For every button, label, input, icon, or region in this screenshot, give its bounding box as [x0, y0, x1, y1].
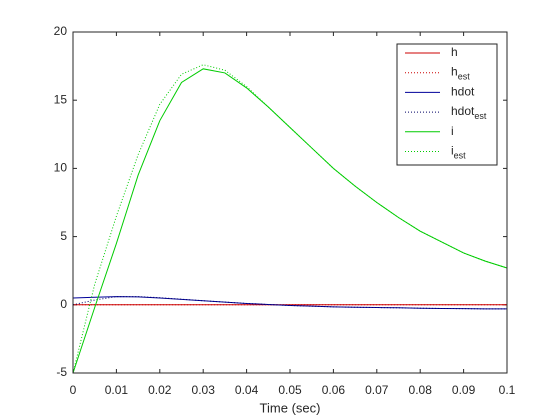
series-line	[72, 64, 508, 374]
legend-name: hdot	[451, 104, 475, 118]
y-tick-label: 0	[60, 297, 67, 311]
legend-name: i	[451, 144, 454, 158]
series-line	[72, 68, 508, 374]
x-tick-label: 0.05	[278, 383, 302, 397]
axes-box	[72, 31, 508, 374]
legend-label: iest	[451, 144, 466, 161]
legend-name: i	[451, 124, 454, 138]
x-tick-label: 0.08	[409, 383, 433, 397]
legend-box	[396, 43, 498, 166]
legend-label: hdotest	[451, 104, 487, 121]
y-tick-label: -5	[56, 365, 67, 379]
y-tick-label: 20	[54, 24, 68, 38]
legend-label: hdot	[451, 85, 475, 99]
legend-name: hdot	[451, 85, 475, 99]
legend-name: h	[451, 45, 458, 59]
x-tick-label: 0.1	[499, 383, 516, 397]
x-tick-label: 0.02	[148, 383, 172, 397]
x-tick-label: 0.01	[105, 383, 129, 397]
x-tick-label: 0.07	[365, 383, 389, 397]
y-tick-label: 10	[54, 161, 68, 175]
legend-subscript: est	[458, 72, 471, 82]
y-tick-label: 5	[60, 229, 67, 243]
series-line	[72, 296, 507, 310]
legend-label: i	[451, 124, 454, 138]
legend-subscript: est	[474, 111, 487, 121]
x-tick-label: 0.03	[192, 383, 216, 397]
x-tick-label: 0.06	[322, 383, 346, 397]
legend-label: h	[451, 45, 458, 59]
x-axis-label: Time (sec)	[260, 400, 321, 415]
x-tick-label: 0.04	[235, 383, 259, 397]
legend-label: hest	[451, 65, 470, 82]
legend-name: h	[451, 65, 458, 79]
x-tick-label: 0.09	[452, 383, 476, 397]
y-tick-label: 15	[54, 92, 68, 106]
legend-subscript: est	[454, 151, 467, 161]
x-tick-label: 0	[70, 383, 77, 397]
